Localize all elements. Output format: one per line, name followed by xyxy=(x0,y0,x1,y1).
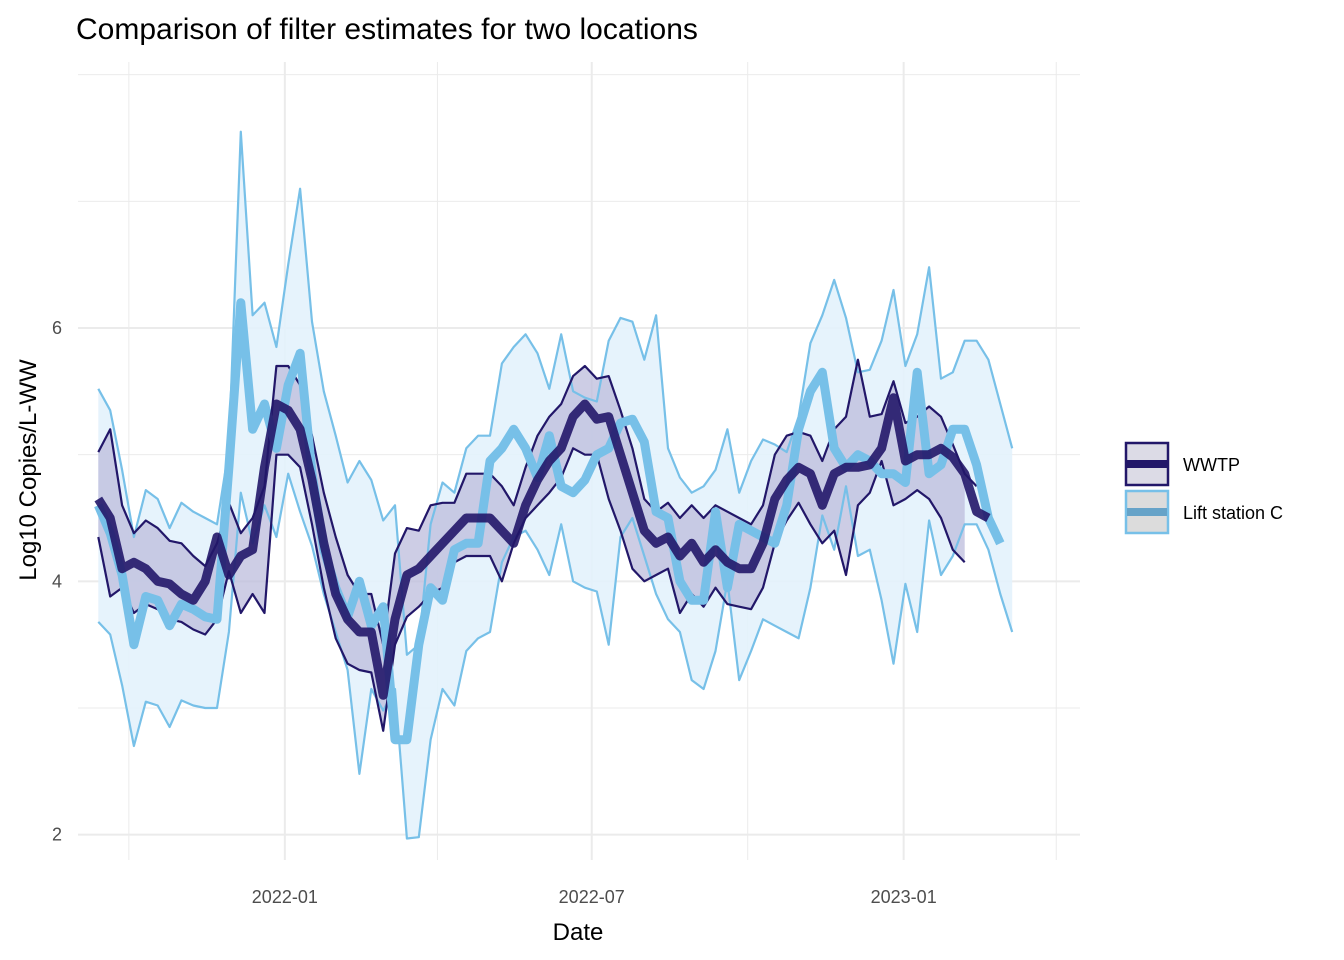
y-tick-labels: 2 4 6 xyxy=(52,318,62,845)
wwtp-lower-line xyxy=(97,447,966,732)
x-axis-title: Date xyxy=(553,919,604,946)
chart-title: Comparison of filter estimates for two l… xyxy=(76,13,698,46)
wwtp-mean-line xyxy=(94,393,991,700)
y-tick-label: 6 xyxy=(52,318,62,338)
y-tick-label: 4 xyxy=(52,571,62,591)
y-tick-label: 2 xyxy=(52,825,62,845)
x-tick-labels: 2022-01 2022-07 2023-01 xyxy=(252,887,937,907)
mean-lines xyxy=(94,298,1005,745)
x-tick-label: 2022-07 xyxy=(559,887,625,907)
legend-item-wwtp: WWTP xyxy=(1124,441,1240,487)
legend-label: WWTP xyxy=(1183,455,1240,475)
legend-label: Lift station C xyxy=(1183,503,1283,523)
x-tick-label: 2022-01 xyxy=(252,887,318,907)
legend-item-lift-station-c: Lift station C xyxy=(1124,489,1283,535)
y-axis-title: Log10 Copies/L-WW xyxy=(15,359,42,581)
legend: WWTP Lift station C xyxy=(1124,441,1283,535)
x-tick-label: 2023-01 xyxy=(871,887,937,907)
